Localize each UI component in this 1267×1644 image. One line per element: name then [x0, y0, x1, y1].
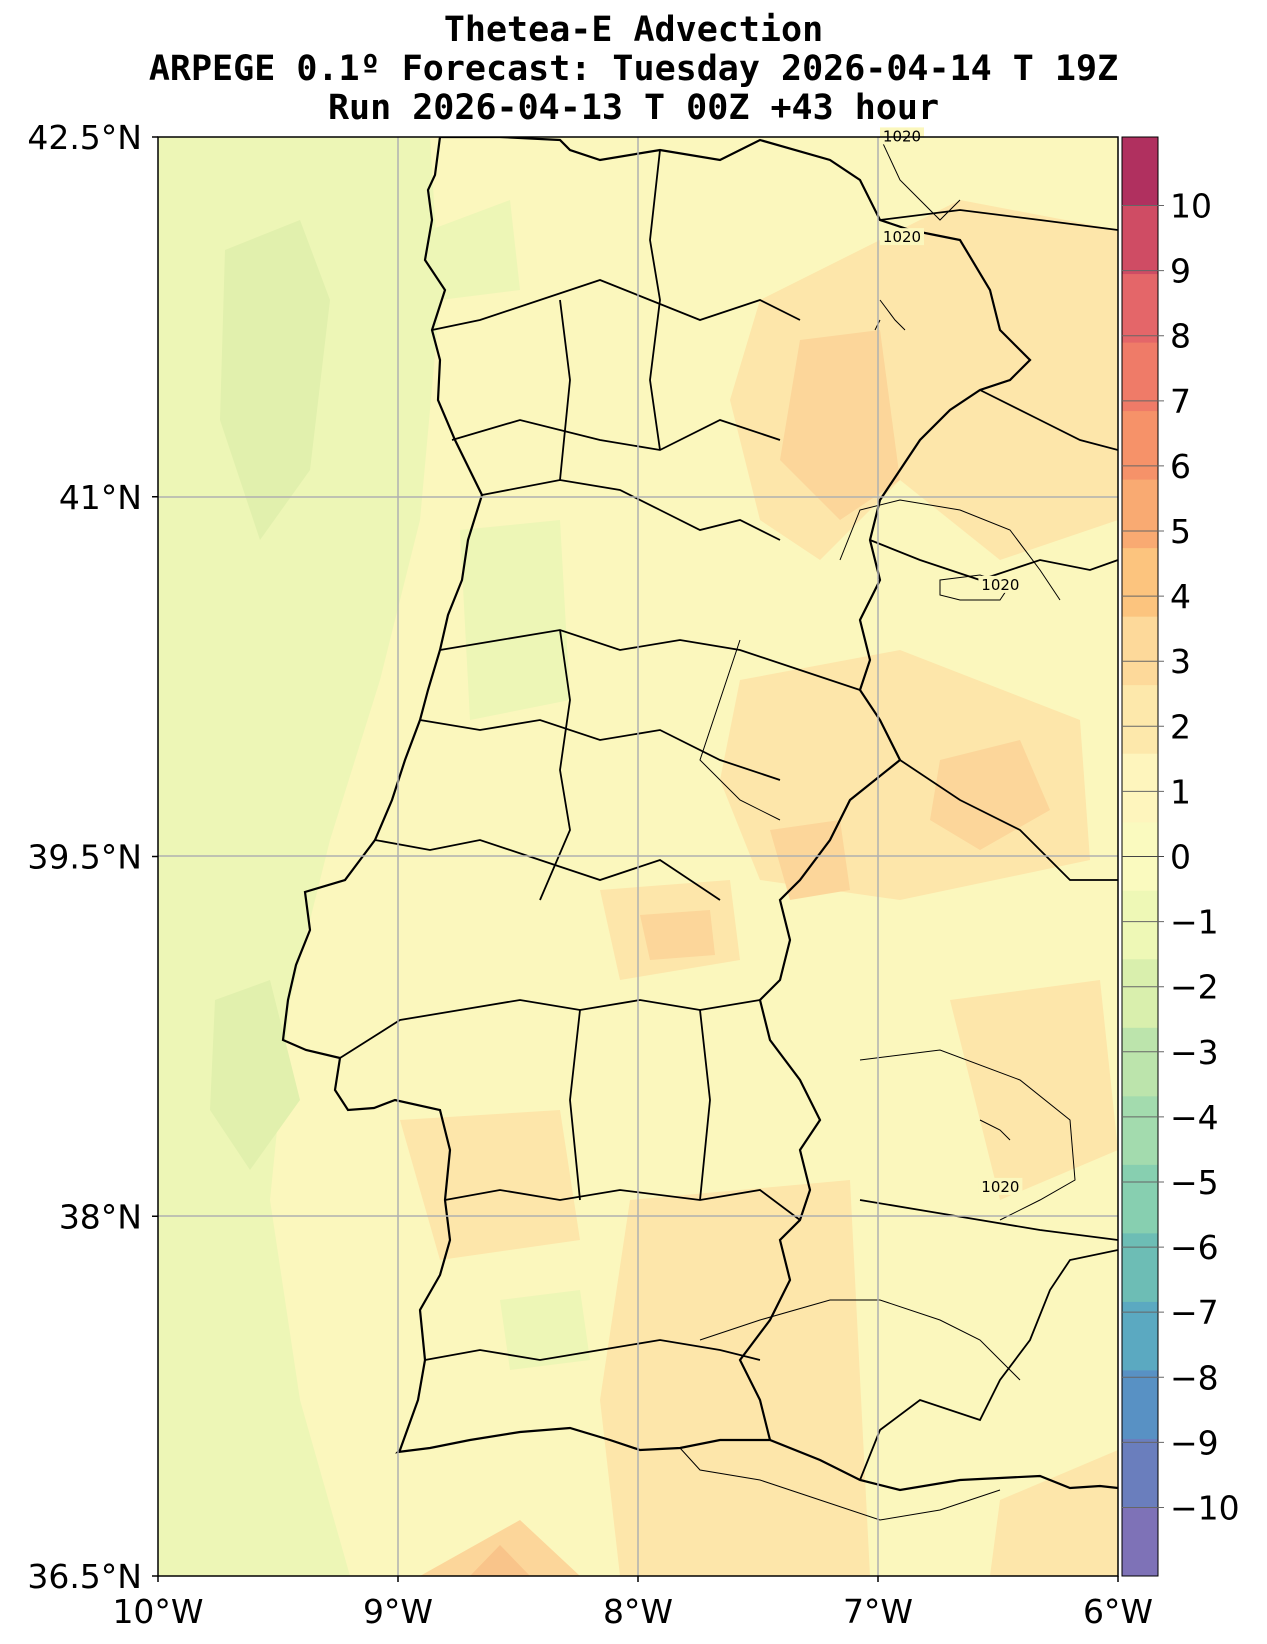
field-positive-center-core: [640, 910, 715, 960]
colorbar-tick-label: −10: [1170, 1488, 1240, 1527]
colorbar-tick-label: 9: [1170, 252, 1191, 291]
colorbar-tick-label: −3: [1170, 1033, 1219, 1072]
colorbar-tick-label: −1: [1170, 903, 1219, 942]
colorbar-tick-label: −7: [1170, 1293, 1219, 1332]
colorbar-tick-label: 7: [1170, 382, 1191, 421]
colorbar-band: [1122, 479, 1158, 549]
isobar-label-bg: [978, 575, 1023, 593]
colorbar-tick-label: −2: [1170, 968, 1219, 1007]
isobars: [679, 137, 1076, 1521]
field-positive-southeast: [950, 980, 1118, 1200]
colorbar-band: [1122, 1233, 1158, 1303]
colorbar-band: [1122, 616, 1158, 686]
y-tick-label: 36.5°N: [27, 1557, 142, 1596]
colorbar-band: [1122, 342, 1158, 412]
colorbar-band: [1122, 753, 1158, 823]
grid: [158, 137, 1118, 1576]
colorbar-tick-label: 2: [1170, 707, 1191, 746]
colorbar-tick-label: 6: [1170, 447, 1191, 486]
field-negative-land-3: [430, 200, 520, 300]
field-positive-algarve-core: [470, 1545, 530, 1576]
x-tick-label: 9°W: [363, 1592, 433, 1631]
x-tick-label: 7°W: [843, 1592, 913, 1631]
colorbar-tick-label: −6: [1170, 1228, 1219, 1267]
y-tick-label: 38°N: [59, 1197, 142, 1236]
colorbar-band: [1122, 890, 1158, 960]
colorbar-band: [1122, 1370, 1158, 1440]
colorbar-tick-label: −9: [1170, 1423, 1219, 1462]
colorbar-tick-label: −4: [1170, 1098, 1219, 1137]
field-positive-northeast-core: [780, 330, 900, 520]
chart-title-line-2: ARPEGE 0.1º Forecast: Tuesday 2026-04-14…: [148, 49, 1119, 89]
x-tick-labels: 10°W 9°W 8°W 7°W 6°W: [112, 1576, 1153, 1631]
colorbar-band: [1122, 1096, 1158, 1166]
colorbar-band: [1122, 1438, 1158, 1508]
chart-title-line-3: Run 2026-04-13 T 00Z +43 hour: [327, 88, 940, 128]
colorbar-tick-label: 1: [1170, 772, 1191, 811]
field-negative-land-2: [500, 1290, 590, 1370]
field-positive-southwest: [400, 1110, 580, 1260]
colorbar-band: [1122, 1164, 1158, 1234]
colorbar-tick-label: −5: [1170, 1163, 1219, 1202]
field-positive-south: [600, 1180, 870, 1576]
colorbar-band: [1122, 411, 1158, 481]
colorbar-band: [1122, 205, 1158, 275]
field-negative-core-north: [220, 220, 330, 540]
isobar-label: 1020: [981, 576, 1019, 594]
colorbar-band: [1122, 1507, 1158, 1577]
x-tick-label: 6°W: [1083, 1592, 1153, 1631]
isobar-label: 1020: [981, 1178, 1019, 1196]
colorbar-band: [1122, 685, 1158, 755]
colorbar-tick-label: 4: [1170, 577, 1191, 616]
colorbar-band: [1122, 274, 1158, 344]
y-tick-label: 42.5°N: [27, 118, 142, 157]
colorbar-band: [1122, 959, 1158, 1029]
y-tick-label: 39.5°N: [27, 838, 142, 877]
district-borders: [339, 149, 1118, 1481]
field-negative-core-south: [210, 980, 300, 1170]
x-tick-label: 10°W: [112, 1592, 203, 1631]
field-positive-southeast-2: [990, 1450, 1118, 1576]
field-negative-land-1: [460, 520, 570, 720]
isobar-label-bg: [978, 1177, 1023, 1195]
coastline: [281, 137, 1118, 1492]
isobar-label: 1020: [883, 228, 921, 246]
colorbar-band: [1122, 1027, 1158, 1097]
colorbar-tick-label: 8: [1170, 317, 1191, 356]
colorbar-tick-label: 3: [1170, 642, 1191, 681]
field-positive-center-east-core: [930, 740, 1050, 850]
isobar-label-bg: [880, 127, 924, 145]
colorbar-tick-label: 0: [1170, 838, 1191, 877]
isobar-label-bg: [880, 228, 924, 246]
y-tick-label: 41°N: [59, 478, 142, 517]
chart-title-line-1: Thetea-E Advection: [443, 10, 824, 50]
colorbar-band: [1122, 548, 1158, 618]
y-tick-labels: 36.5°N 38°N 39.5°N 41°N 42.5°N: [27, 118, 158, 1596]
x-tick-label: 8°W: [603, 1592, 673, 1631]
colorbar-tick-label: −8: [1170, 1358, 1219, 1397]
colorbar-band: [1122, 137, 1158, 207]
colorbar-tick-label: 5: [1170, 512, 1191, 551]
colorbar-band: [1122, 1301, 1158, 1371]
border-spain: [440, 137, 1032, 1441]
colorbar-tick-label: 10: [1170, 187, 1212, 226]
